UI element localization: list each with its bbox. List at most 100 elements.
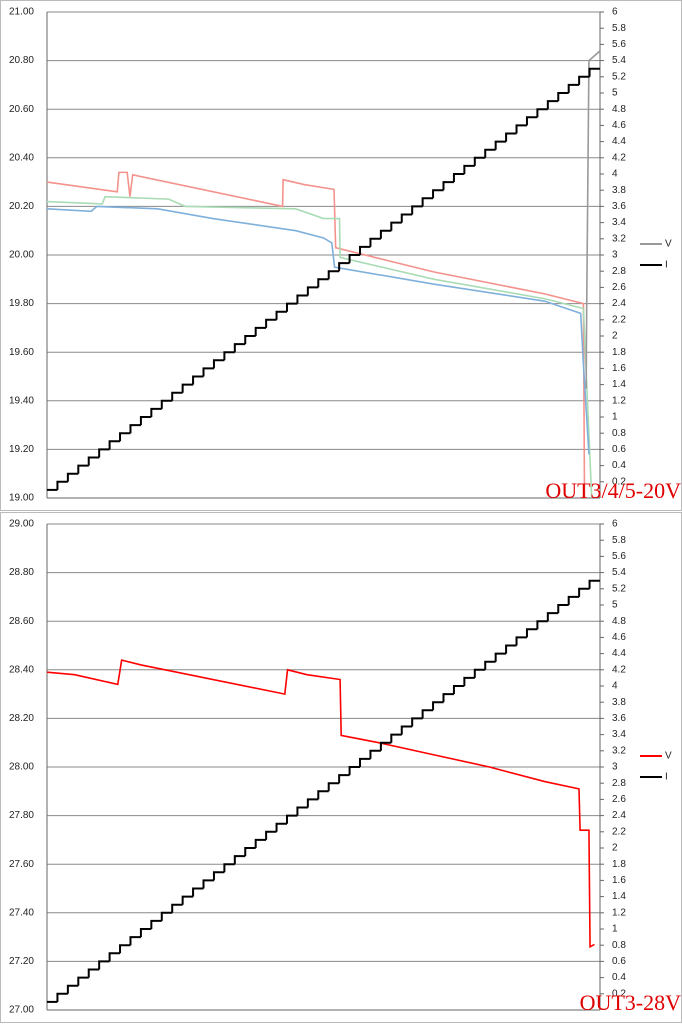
current-step <box>171 903 183 913</box>
y-tick-label: 27.40 <box>9 907 34 918</box>
y-tick-label: 28.40 <box>9 664 34 675</box>
y2-tick-label: 3.2 <box>612 745 626 756</box>
y2-tick-label: 2.4 <box>612 298 626 309</box>
y-tick-label: 20.40 <box>9 152 34 163</box>
current-step <box>98 448 110 458</box>
current-step <box>359 757 371 767</box>
current-step <box>244 335 256 345</box>
current-step <box>578 75 590 85</box>
current-step <box>56 480 68 490</box>
y2-tick-label: 4.4 <box>612 648 626 659</box>
legend-label: I <box>665 772 668 783</box>
current-step <box>442 693 454 703</box>
current-step <box>129 424 141 434</box>
current-step <box>379 229 392 239</box>
y2-tick-label: 5 <box>612 88 618 99</box>
current-step <box>567 595 580 605</box>
current-step <box>317 278 329 288</box>
y-tick-label: 19.80 <box>9 298 34 309</box>
current-step <box>348 254 361 264</box>
current-step <box>505 132 517 142</box>
current-step <box>432 701 444 711</box>
current-step <box>557 92 569 102</box>
current-step <box>359 245 371 255</box>
current-step <box>432 189 444 199</box>
current-step <box>546 612 559 622</box>
y2-tick-label: 5.6 <box>612 551 626 562</box>
current-step <box>515 636 527 646</box>
y2-tick-label: 1.8 <box>612 347 626 358</box>
y2-tick-label: 1 <box>612 412 618 423</box>
current-step <box>463 676 475 686</box>
current-step <box>525 628 538 638</box>
current-step <box>317 790 329 800</box>
current-step <box>484 148 496 158</box>
y-tick-label: 20.80 <box>9 55 34 66</box>
legend-label: V <box>665 751 672 762</box>
legend-label: I <box>665 260 668 271</box>
current-step <box>463 164 475 174</box>
current-step <box>400 213 413 223</box>
voltage-line <box>46 195 593 499</box>
current-step <box>348 766 361 776</box>
current-step <box>390 221 402 231</box>
y-tick-label: 19.20 <box>9 444 34 455</box>
y2-tick-label: 4 <box>612 169 618 180</box>
current-step <box>452 685 465 695</box>
y2-tick-label: 1.2 <box>612 907 626 918</box>
current-step <box>536 620 548 630</box>
y2-tick-label: 5.2 <box>612 583 626 594</box>
voltage-line <box>46 171 586 499</box>
current-step <box>265 318 277 328</box>
current-step <box>536 108 548 118</box>
y-tick-label: 20.20 <box>9 201 34 212</box>
current-step <box>369 749 381 759</box>
chart: 27.00 27.20 27.40 27.60 27.80 28.00 28.20 28.40… <box>0 512 682 1023</box>
current-step <box>473 156 486 166</box>
current-step <box>421 709 434 719</box>
y2-tick-label: 2.2 <box>612 826 626 837</box>
y2-tick-label: 0.4 <box>612 460 626 471</box>
current-step <box>484 660 496 670</box>
y2-tick-label: 2.4 <box>612 810 626 821</box>
current-step <box>223 863 235 873</box>
y2-tick-label: 1.8 <box>612 859 626 870</box>
chart: 19.0019.2019.4019.6019.8020.0020.2020.40… <box>0 0 682 511</box>
y-tick-label: 27.80 <box>9 810 34 821</box>
current-step <box>119 944 131 954</box>
current-step <box>285 814 298 824</box>
y2-tick-label: 6 <box>612 519 618 530</box>
y2-tick-label: 4.2 <box>612 152 626 163</box>
y-tick-label: 21.00 <box>9 7 34 18</box>
annotation: OUT3-28V <box>580 990 682 1015</box>
y-tick-label: 20.00 <box>9 250 34 261</box>
y2-tick-label: 0.8 <box>612 428 626 439</box>
current-step <box>150 407 162 417</box>
y-tick-label: 20.60 <box>9 104 34 115</box>
y2-tick-label: 3.6 <box>612 713 626 724</box>
current-step <box>452 173 465 183</box>
y2-tick-label: 5.2 <box>612 71 626 82</box>
current-step <box>87 968 100 978</box>
y2-tick-label: 0.4 <box>612 972 626 983</box>
current-step <box>181 895 194 905</box>
current-step <box>296 806 308 816</box>
legend-label: V <box>665 239 672 250</box>
current-step <box>181 383 194 393</box>
current-step <box>546 100 559 110</box>
current-step <box>202 879 214 889</box>
y-tick-label: 27.20 <box>9 956 34 967</box>
y2-tick-label: 2 <box>612 843 618 854</box>
y2-tick-label: 1.4 <box>612 891 626 902</box>
y2-tick-label: 2.8 <box>612 778 626 789</box>
y2-tick-label: 3.8 <box>612 185 626 196</box>
current-step <box>285 302 298 312</box>
current-step <box>442 181 454 191</box>
y2-tick-label: 5.8 <box>612 535 626 546</box>
current-step <box>296 294 308 304</box>
y2-tick-label: 1.2 <box>612 395 626 406</box>
y2-tick-label: 0.8 <box>612 940 626 951</box>
current-step <box>139 416 152 426</box>
